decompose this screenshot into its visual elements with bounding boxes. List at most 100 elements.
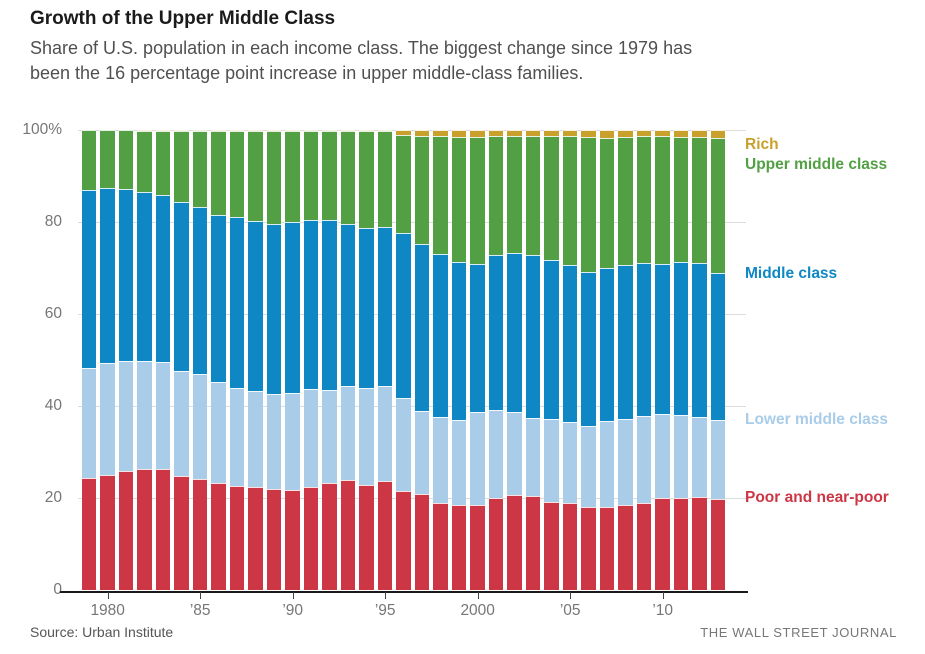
bar-1980	[100, 130, 115, 590]
segment-poor	[118, 470, 134, 590]
segment-middle	[359, 227, 374, 389]
segment-poor	[81, 478, 97, 590]
segment-middle	[451, 261, 467, 421]
segment-rich	[377, 130, 393, 132]
bar-2002	[507, 130, 522, 590]
segment-middle	[544, 260, 559, 419]
x-tick-label-1980: 1980	[90, 602, 125, 619]
segment-poor	[174, 476, 189, 590]
segment-rich	[396, 130, 411, 135]
segment-rich	[451, 130, 467, 137]
segment-middle	[303, 219, 319, 390]
bar-1983	[155, 130, 171, 590]
segment-poor	[192, 478, 208, 590]
bar-2007	[599, 130, 615, 590]
bar-2004	[544, 130, 559, 590]
segment-upper	[581, 137, 596, 272]
segment-upper	[192, 130, 208, 207]
segment-poor	[266, 489, 282, 590]
segment-poor	[303, 486, 319, 590]
segment-upper	[636, 136, 652, 264]
legend-label-middle: Middle class	[745, 265, 838, 282]
bar-1999	[451, 130, 467, 590]
segment-poor	[285, 489, 300, 590]
segment-upper	[451, 136, 467, 262]
legend-label-poor: Poor and near-poor	[745, 489, 889, 506]
segment-lower	[710, 420, 726, 499]
x-tick-2010	[662, 592, 664, 599]
segment-poor	[137, 468, 152, 590]
segment-rich	[211, 130, 226, 132]
segment-rich	[507, 130, 522, 136]
segment-upper	[285, 131, 300, 223]
segment-poor	[581, 506, 596, 590]
segment-middle	[137, 191, 152, 361]
segment-upper	[525, 135, 541, 256]
segment-upper	[544, 135, 559, 261]
bar-1998	[433, 130, 448, 590]
segment-middle	[118, 188, 134, 361]
bar-2011	[673, 130, 689, 590]
segment-poor	[100, 474, 115, 590]
legend-label-rich: Rich	[745, 136, 779, 153]
gridline-80	[78, 222, 746, 223]
segment-rich	[340, 130, 356, 132]
segment-lower	[137, 360, 152, 469]
bar-2001	[488, 130, 504, 590]
bar-2005	[562, 130, 578, 590]
segment-upper	[248, 131, 263, 222]
segment-lower	[303, 389, 319, 487]
segment-lower	[192, 374, 208, 479]
segment-rich	[470, 130, 485, 137]
y-tick-label-20: 20	[44, 489, 62, 506]
gridline-20	[78, 498, 746, 499]
segment-upper	[340, 131, 356, 225]
segment-upper	[618, 136, 633, 265]
chart-subtitle: Share of U.S. population in each income …	[30, 36, 692, 86]
segment-rich	[488, 130, 504, 136]
segment-rich	[710, 130, 726, 138]
segment-lower	[377, 386, 393, 482]
segment-lower	[359, 388, 374, 485]
segment-lower	[488, 409, 504, 498]
segment-middle	[192, 206, 208, 375]
segment-lower	[248, 390, 263, 487]
x-axis-line	[60, 590, 748, 593]
segment-rich	[359, 130, 374, 132]
bar-1992	[322, 130, 337, 590]
segment-rich	[562, 130, 578, 137]
segment-poor	[544, 501, 559, 590]
segment-middle	[581, 271, 596, 427]
segment-middle	[100, 188, 115, 363]
segment-upper	[562, 136, 578, 265]
segment-poor	[322, 482, 337, 590]
segment-rich	[229, 130, 245, 132]
bar-1989	[266, 130, 282, 590]
x-tick-1985	[200, 592, 202, 599]
segment-lower	[544, 418, 559, 502]
bar-2000	[470, 130, 485, 590]
segment-upper	[377, 131, 393, 228]
x-tick-1990	[292, 592, 294, 599]
segment-rich	[248, 130, 263, 132]
segment-poor	[618, 504, 633, 590]
page-title: Growth of the Upper Middle Class	[30, 8, 336, 29]
source-note: Source: Urban Institute	[30, 624, 174, 640]
segment-lower	[470, 412, 485, 505]
gridline-40	[78, 406, 746, 407]
segment-upper	[137, 130, 152, 192]
bar-1984	[174, 130, 189, 590]
segment-poor	[470, 504, 485, 590]
bar-1994	[359, 130, 374, 590]
segment-lower	[285, 392, 300, 490]
segment-rich	[192, 130, 208, 131]
segment-lower	[396, 398, 411, 492]
bar-2010	[655, 130, 670, 590]
segment-rich	[155, 130, 171, 131]
segment-upper	[673, 136, 689, 262]
x-tick-2005	[570, 592, 572, 599]
segment-upper	[266, 131, 282, 225]
x-tick-1980	[107, 592, 109, 599]
segment-lower	[618, 418, 633, 505]
